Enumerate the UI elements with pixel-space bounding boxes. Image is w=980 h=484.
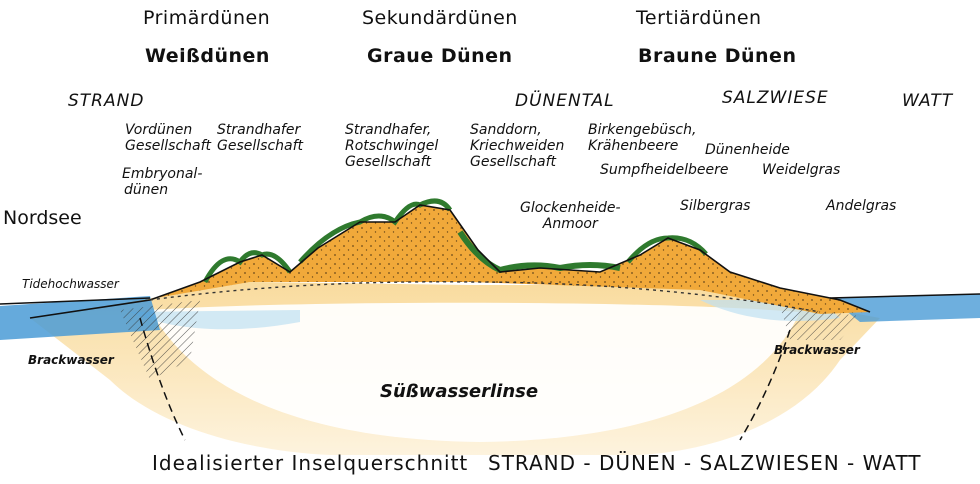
groundwater-table <box>149 281 821 313</box>
zone-beach: STRAND <box>68 91 145 111</box>
dune-sand-dots <box>30 205 870 318</box>
caption-sequence: STRAND - DÜNEN - SALZWIESEN - WATT <box>488 451 922 475</box>
sea-right <box>830 294 980 322</box>
zone-mudflat: WATT <box>902 91 954 111</box>
lens-boundary-left <box>139 317 186 441</box>
label-brackish-right: Brackwasser <box>774 343 860 357</box>
label-freshwater-lens: Süßwasserlinse <box>380 381 539 402</box>
veg-buckthorn-willow: Sanddorn, Kriechweiden Gesellschaft <box>470 122 565 171</box>
header-brown-dunes: Braune Dünen <box>638 45 797 67</box>
veg-dune-heath: Dünenheide <box>705 142 790 158</box>
veg-sea-poa: Andelgras <box>826 198 897 214</box>
brackish-zone-right <box>780 306 860 340</box>
zone-salt-meadow: SALZWIESE <box>722 88 829 108</box>
freshwater-lens-shape <box>150 302 800 442</box>
lens-boundary-right <box>739 329 791 441</box>
veg-marram-society: Strandhafer Gesellschaft <box>217 122 304 155</box>
header-grey-dunes: Graue Dünen <box>367 45 513 67</box>
label-north-sea: Nordsee <box>3 207 82 229</box>
veg-birch-crowberry: Birkengebüsch, Krähenbeere <box>588 122 697 155</box>
dune-outline <box>29 204 871 319</box>
header-white-dunes: Weißdünen <box>145 45 270 67</box>
header-primary-dunes: Primärdünen <box>143 7 271 29</box>
veg-grey-hair-grass: Silbergras <box>680 198 751 214</box>
veg-cross-leaved-heath: Glockenheide- Anmoor <box>520 200 621 233</box>
veg-marram-fescue: Strandhafer, Rotschwingel Gesellschaft <box>345 122 439 171</box>
sea-left <box>0 296 160 340</box>
label-high-tide: Tidehochwasser <box>22 277 119 291</box>
veg-foredunes: Vordünen Gesellschaft <box>125 122 212 155</box>
vegetation-primary <box>202 250 293 284</box>
veg-bog-bilberry: Sumpfheidelbeere <box>600 162 729 178</box>
label-brackish-left: Brackwasser <box>28 353 114 367</box>
mudflat-surface <box>829 293 980 299</box>
high-tide-line <box>0 297 151 305</box>
zone-dune-valley: DÜNENTAL <box>515 91 615 111</box>
caption-title: Idealisierter Inselquerschnitt <box>152 451 469 475</box>
header-secondary-dunes: Sekundärdünen <box>362 7 518 29</box>
header-tertiary-dunes: Tertiärdünen <box>636 7 762 29</box>
vegetation-valley <box>457 230 621 274</box>
veg-rye-grass: Weidelgras <box>762 162 841 178</box>
veg-embryonic-dunes: Embryonal- dünen <box>122 166 203 199</box>
